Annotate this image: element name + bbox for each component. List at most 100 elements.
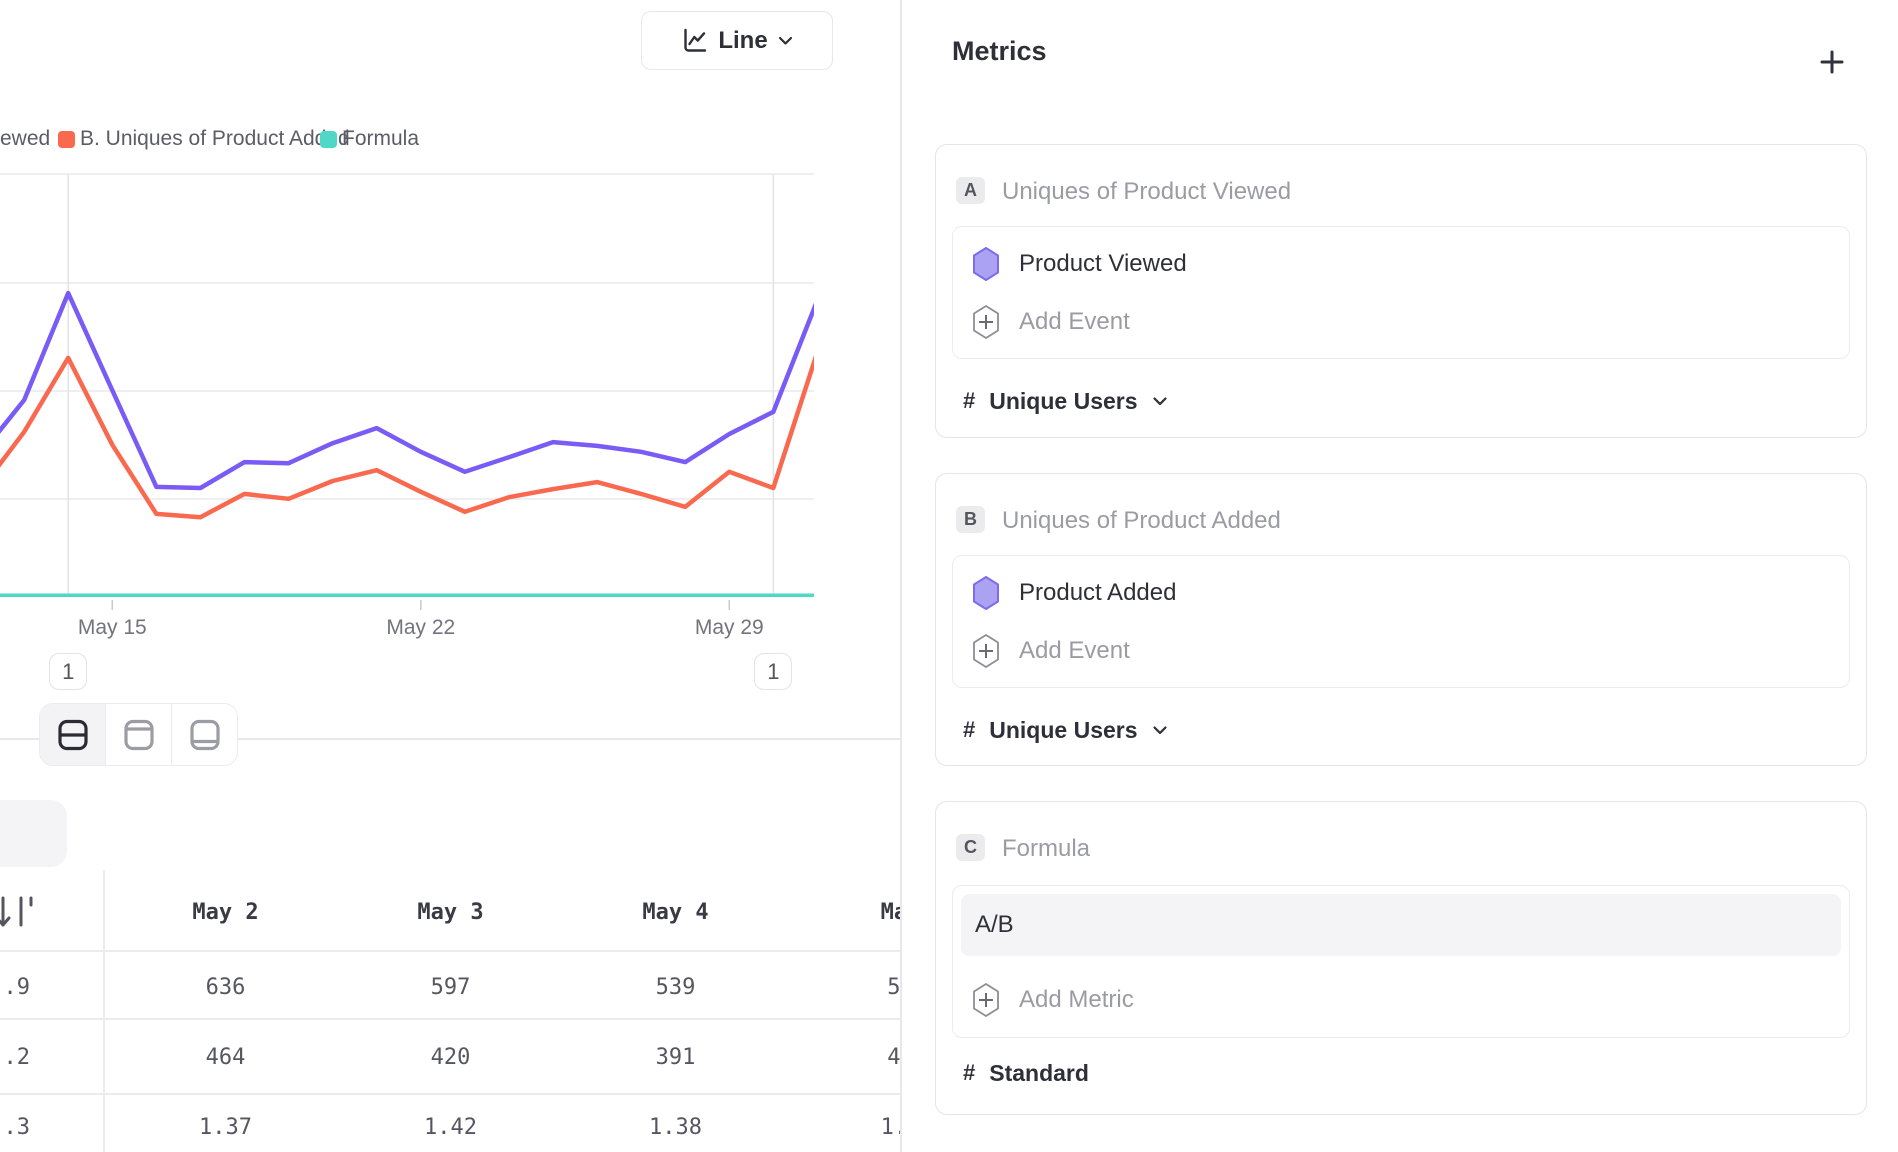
table-cell: 636 (205, 975, 246, 1000)
add-event-label: Add Event (1019, 637, 1130, 664)
table-row-label-fragment: .3 (3, 1115, 31, 1140)
hash-icon: # (963, 1060, 976, 1085)
sort-descending-icon[interactable] (0, 894, 38, 936)
event-list-box: Product Viewed Add Event (952, 226, 1850, 359)
table-cell: 464 (205, 1045, 246, 1070)
line-chart-icon (681, 27, 708, 54)
metrics-panel-title: Metrics (952, 36, 1047, 66)
x-tick-label: May 29 (694, 616, 764, 639)
chevron-down-icon (778, 36, 793, 46)
table-column-header[interactable]: May (880, 900, 900, 925)
metric-title[interactable]: Uniques of Product Viewed (1002, 178, 1292, 205)
layout-bottom-bar-button[interactable] (171, 704, 237, 765)
event-row-product-viewed[interactable]: Product Viewed (971, 242, 1837, 286)
top-bar-icon (121, 717, 157, 753)
table-column-header[interactable]: May 2 (192, 900, 259, 925)
event-hexagon-icon (971, 575, 1001, 611)
add-event-row[interactable]: Add Event (971, 300, 1837, 344)
layout-split-horizontal-button[interactable] (40, 704, 105, 765)
section-divider (0, 738, 900, 740)
add-event-label: Add Event (1019, 308, 1130, 335)
table-cell: 59 (887, 975, 900, 1000)
plus-icon (1819, 49, 1845, 75)
legend-item-formula-label[interactable]: Formula (342, 127, 420, 150)
table-cell: 1.38 (649, 1115, 702, 1140)
event-row-product-added[interactable]: Product Added (971, 571, 1837, 615)
table-corner-cell[interactable] (0, 800, 67, 867)
annotation-badge[interactable]: 1 (49, 653, 88, 690)
annotation-badge[interactable]: 1 (754, 653, 793, 690)
metric-badge-a: A (956, 177, 985, 204)
hash-icon: # (963, 717, 976, 742)
x-axis-ticks (111, 600, 731, 610)
event-label: Product Viewed (1019, 250, 1187, 277)
legend-item-b-label[interactable]: B. Uniques of Product Added (80, 127, 350, 150)
add-metric-row[interactable]: Add Metric (971, 978, 1837, 1022)
table-cell: 46 (887, 1045, 900, 1070)
event-label: Product Added (1019, 579, 1177, 606)
metric-card-b: B Uniques of Product Added Product Added… (935, 473, 1867, 766)
metric-badge-b: B (956, 506, 985, 533)
split-horizontal-icon (55, 717, 91, 753)
layout-top-bar-button[interactable] (105, 704, 171, 765)
metrics-panel: Metrics A Uniques of Product Viewed Prod… (902, 0, 1898, 1152)
hash-icon: # (963, 388, 976, 413)
table-cell: 597 (430, 975, 471, 1000)
formula-input[interactable]: A/B (961, 894, 1841, 956)
layout-toggle-group (39, 703, 238, 766)
formula-box: A/B Add Metric (952, 885, 1850, 1038)
metric-card-a: A Uniques of Product Viewed Product View… (935, 144, 1867, 438)
series-line-product-added[interactable] (0, 352, 814, 520)
legend-item-a-label-cut[interactable]: ewed (0, 127, 51, 150)
table-row-separator (0, 1018, 900, 1020)
add-event-row[interactable]: Add Event (971, 629, 1837, 673)
chart-type-dropdown[interactable]: Line (641, 11, 833, 70)
measure-label: Unique Users (989, 387, 1138, 414)
table-cell: 420 (430, 1045, 471, 1070)
formula-expression: A/B (975, 911, 1014, 938)
table-cell: 539 (655, 975, 696, 1000)
measure-selector[interactable]: # Unique Users (963, 383, 1168, 419)
x-tick-label: May 15 (77, 616, 147, 639)
metric-badge-c: C (956, 834, 985, 861)
measure-selector[interactable]: # Unique Users (963, 712, 1168, 748)
table-row-label-fragment: .2 (3, 1045, 31, 1070)
x-tick-label: May 22 (386, 616, 456, 639)
add-metric-plus-button[interactable] (1814, 44, 1850, 80)
measure-selector[interactable]: # Standard (963, 1055, 1089, 1091)
table-cell: 1.42 (424, 1115, 477, 1140)
table-cell: 1.2 (880, 1115, 900, 1140)
chevron-down-icon (1152, 725, 1168, 736)
measure-label: Standard (989, 1059, 1089, 1086)
measure-label: Unique Users (989, 716, 1138, 743)
metric-title[interactable]: Formula (1002, 835, 1091, 862)
annotation-gridlines (67, 174, 775, 596)
metric-card-c: C Formula A/B Add Metric # Standard (935, 801, 1867, 1115)
table-cell: 1.37 (199, 1115, 252, 1140)
metric-title[interactable]: Uniques of Product Added (1002, 507, 1281, 534)
chevron-down-icon (1152, 396, 1168, 407)
table-column-header[interactable]: May 4 (642, 900, 709, 925)
add-metric-label: Add Metric (1019, 986, 1134, 1013)
table-row-label-fragment: .9 (3, 975, 31, 1000)
table-row-separator (0, 950, 900, 952)
table-column-header[interactable]: May 3 (417, 900, 484, 925)
legend-swatch-formula (320, 131, 337, 148)
legend-swatch-b (58, 131, 75, 148)
panel-divider (900, 0, 902, 1152)
series-line-product-viewed[interactable] (0, 290, 814, 491)
event-list-box: Product Added Add Event (952, 555, 1850, 688)
horizontal-gridlines (0, 173, 814, 500)
add-metric-hexagon-plus-icon (971, 982, 1001, 1018)
bottom-bar-icon (187, 717, 223, 753)
table-column-separator (103, 870, 105, 1152)
event-hexagon-icon (971, 246, 1001, 282)
add-event-hexagon-plus-icon (971, 304, 1001, 340)
table-row-separator (0, 1093, 900, 1095)
add-event-hexagon-plus-icon (971, 633, 1001, 669)
chart-type-label: Line (718, 26, 768, 54)
table-cell: 391 (655, 1045, 696, 1070)
chart-section: Line ewed B. Uniques of Product Added Fo… (0, 0, 900, 1152)
line-chart[interactable] (0, 0, 814, 652)
